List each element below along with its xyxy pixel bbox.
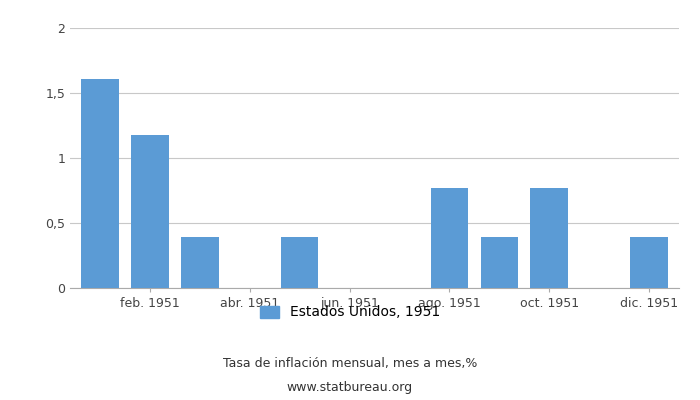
Bar [531, 188, 568, 288]
Text: Tasa de inflación mensual, mes a mes,%: Tasa de inflación mensual, mes a mes,% [223, 358, 477, 370]
Bar [181, 237, 218, 288]
Bar [430, 188, 468, 288]
Bar [81, 79, 119, 288]
Bar [630, 237, 668, 288]
Legend: Estados Unidos, 1951: Estados Unidos, 1951 [254, 300, 446, 325]
Bar [481, 237, 518, 288]
Bar [281, 237, 318, 288]
Text: www.statbureau.org: www.statbureau.org [287, 382, 413, 394]
Bar [131, 134, 169, 288]
